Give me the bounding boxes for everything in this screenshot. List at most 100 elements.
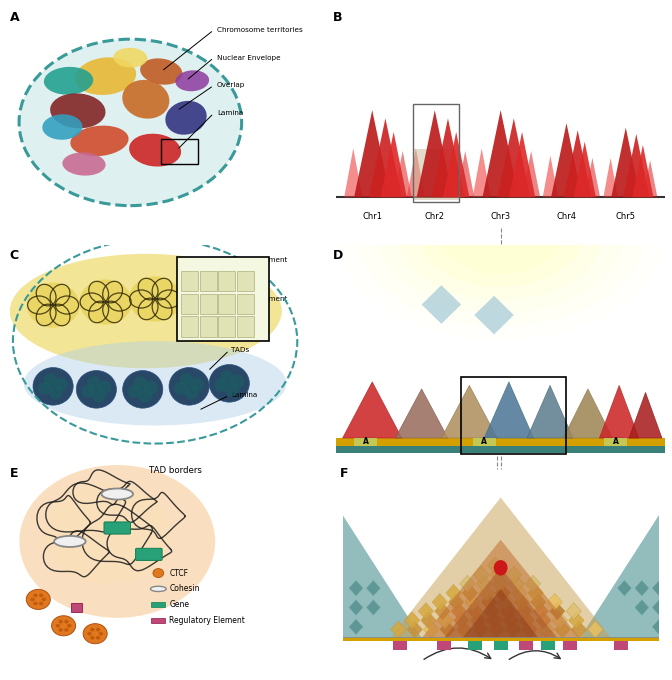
Bar xyxy=(200,294,217,314)
Text: B: B xyxy=(333,11,342,24)
Text: A: A xyxy=(613,437,619,446)
Ellipse shape xyxy=(357,142,644,326)
Bar xyxy=(237,294,254,314)
Polygon shape xyxy=(366,600,380,615)
Bar xyxy=(413,103,460,201)
Text: Regulatory Element: Regulatory Element xyxy=(169,616,245,625)
Circle shape xyxy=(494,560,507,575)
Circle shape xyxy=(214,379,228,392)
Circle shape xyxy=(191,378,204,391)
Bar xyxy=(177,257,269,341)
Circle shape xyxy=(90,636,95,640)
Polygon shape xyxy=(543,156,558,197)
Circle shape xyxy=(52,616,75,636)
Polygon shape xyxy=(422,540,579,638)
Polygon shape xyxy=(635,581,648,596)
Text: TAD borders: TAD borders xyxy=(149,466,202,475)
Polygon shape xyxy=(514,594,530,611)
Polygon shape xyxy=(481,594,497,611)
Bar xyxy=(468,641,482,650)
Bar xyxy=(181,316,198,337)
Circle shape xyxy=(230,375,245,388)
Polygon shape xyxy=(603,158,618,197)
Ellipse shape xyxy=(377,155,624,313)
Polygon shape xyxy=(390,621,406,638)
Polygon shape xyxy=(482,110,519,197)
Bar xyxy=(472,438,496,446)
Text: B compartment: B compartment xyxy=(231,296,287,302)
Circle shape xyxy=(39,602,44,605)
Polygon shape xyxy=(484,602,499,619)
Text: Chr4: Chr4 xyxy=(556,212,577,222)
Polygon shape xyxy=(446,584,461,602)
Polygon shape xyxy=(343,382,402,438)
Circle shape xyxy=(225,383,239,396)
Polygon shape xyxy=(395,389,448,438)
Polygon shape xyxy=(653,600,666,615)
Polygon shape xyxy=(440,621,456,638)
Polygon shape xyxy=(547,594,562,611)
Polygon shape xyxy=(503,612,518,629)
Bar xyxy=(151,618,165,623)
Bar xyxy=(200,271,217,292)
Circle shape xyxy=(138,389,152,403)
Ellipse shape xyxy=(114,48,147,67)
Polygon shape xyxy=(478,584,494,602)
Polygon shape xyxy=(456,621,472,638)
Polygon shape xyxy=(344,148,362,197)
Polygon shape xyxy=(526,575,541,592)
Polygon shape xyxy=(498,594,513,611)
Text: A: A xyxy=(481,437,487,446)
Ellipse shape xyxy=(79,279,132,324)
Polygon shape xyxy=(472,621,488,638)
Polygon shape xyxy=(474,566,489,583)
Circle shape xyxy=(96,636,100,640)
Ellipse shape xyxy=(19,465,215,618)
Circle shape xyxy=(153,568,164,577)
Polygon shape xyxy=(448,594,464,611)
Polygon shape xyxy=(522,621,538,638)
Polygon shape xyxy=(465,594,480,611)
Polygon shape xyxy=(506,566,521,583)
Text: Lamina: Lamina xyxy=(231,392,257,398)
Polygon shape xyxy=(629,392,662,438)
Text: E: E xyxy=(10,466,18,479)
Circle shape xyxy=(67,624,71,628)
Polygon shape xyxy=(443,132,469,197)
Polygon shape xyxy=(349,619,363,634)
Circle shape xyxy=(96,628,100,632)
Bar xyxy=(218,271,235,292)
Polygon shape xyxy=(489,621,505,638)
Circle shape xyxy=(30,598,35,601)
Polygon shape xyxy=(632,145,653,197)
Circle shape xyxy=(56,624,60,628)
Bar xyxy=(461,377,566,454)
Polygon shape xyxy=(522,151,540,197)
Bar xyxy=(563,641,577,650)
Circle shape xyxy=(220,371,234,384)
Circle shape xyxy=(98,381,112,394)
Circle shape xyxy=(128,385,141,398)
Bar xyxy=(494,641,507,650)
Ellipse shape xyxy=(123,371,163,408)
Circle shape xyxy=(65,628,69,632)
Circle shape xyxy=(144,381,158,394)
Bar xyxy=(218,316,235,337)
Polygon shape xyxy=(550,602,565,619)
Text: TADs: TADs xyxy=(231,347,249,353)
Polygon shape xyxy=(623,134,649,197)
Polygon shape xyxy=(407,148,425,197)
Circle shape xyxy=(54,378,68,391)
Circle shape xyxy=(174,381,187,395)
Polygon shape xyxy=(538,621,554,638)
Polygon shape xyxy=(421,285,461,324)
Circle shape xyxy=(83,624,107,644)
Polygon shape xyxy=(571,621,587,638)
Polygon shape xyxy=(435,602,450,619)
Bar xyxy=(354,438,377,446)
Polygon shape xyxy=(442,386,497,438)
Polygon shape xyxy=(369,118,402,197)
Text: Chr1: Chr1 xyxy=(362,212,382,222)
Ellipse shape xyxy=(129,277,181,322)
Circle shape xyxy=(38,381,52,395)
